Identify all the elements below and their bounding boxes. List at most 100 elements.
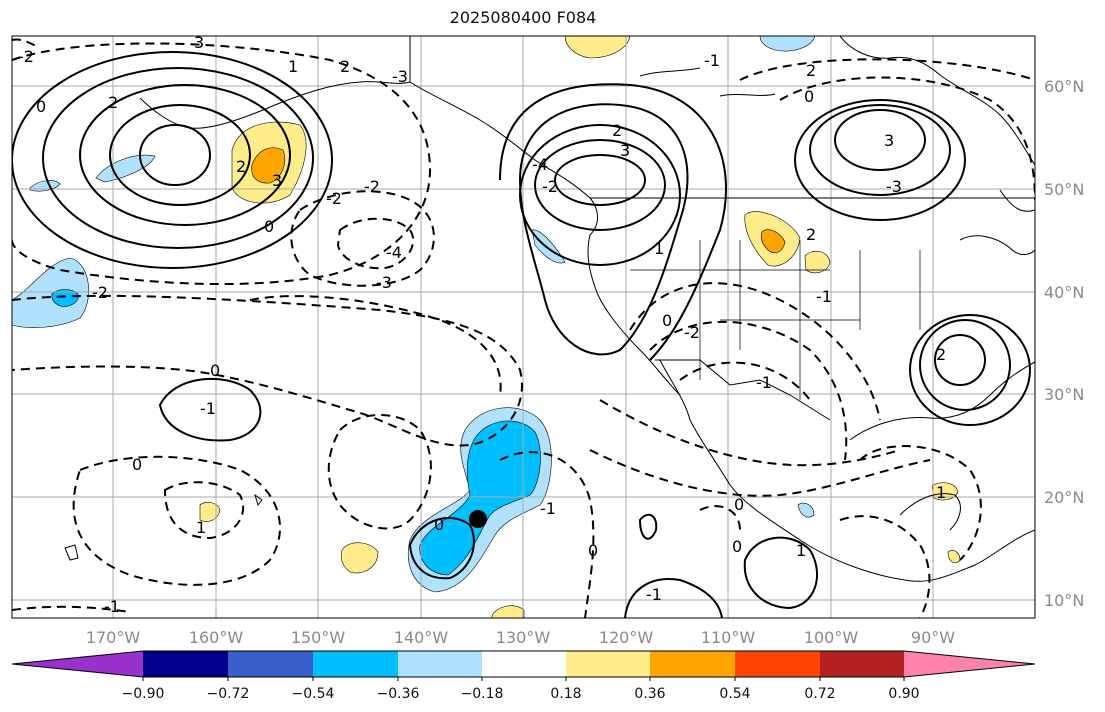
lat-label-20n: 20°N xyxy=(1044,488,1084,507)
contour-label: -2 xyxy=(18,47,34,66)
contour-dashed xyxy=(679,361,811,401)
lon-label-90w: 90°W xyxy=(911,628,955,647)
contour-label: -4 xyxy=(386,243,402,262)
colorbar-seg-neg054 xyxy=(228,651,313,677)
contour-label: -1 xyxy=(816,287,832,306)
contour-solid xyxy=(554,154,646,206)
contour-label: -1 xyxy=(646,585,662,604)
contour-label: 1 xyxy=(196,518,206,537)
contour-label: -1 xyxy=(540,499,556,518)
map-frame xyxy=(11,35,1036,619)
shade-pos-018-central-2 xyxy=(199,501,221,522)
colorbar-extend-low xyxy=(12,651,143,677)
contour-label: 2 xyxy=(340,57,350,76)
contour-solid xyxy=(158,377,262,442)
storm-center-marker xyxy=(469,510,487,528)
contour-solid xyxy=(499,83,727,361)
contour-label: 0 xyxy=(804,87,814,106)
contour-label: -1 xyxy=(756,373,772,392)
contour-dashed xyxy=(499,451,595,618)
colorbar-seg-pos018 xyxy=(566,651,650,677)
contour-label: 2 xyxy=(108,93,118,112)
longitude-labels: 170°W 160°W 150°W 140°W 130°W 120°W 110°… xyxy=(86,628,955,647)
contour-label: 0 xyxy=(264,217,274,236)
coast-arctic xyxy=(639,67,1035,212)
coast-gulf xyxy=(849,361,1035,441)
contour-solid xyxy=(743,536,819,610)
colorbar-seg-zero xyxy=(482,651,566,677)
contour-solid xyxy=(809,104,951,196)
contour-solid xyxy=(109,104,251,206)
contour-solid xyxy=(518,103,689,356)
contour-label: 2 xyxy=(806,225,816,244)
contour-label: 1 xyxy=(936,483,946,502)
contour-solid xyxy=(79,84,291,226)
lon-label-150w: 150°W xyxy=(291,628,346,647)
contour-label: 3 xyxy=(620,141,630,160)
shade-pos-018-central-1 xyxy=(340,542,379,574)
shade-pos-018-plains xyxy=(804,250,831,274)
contour-label: -2 xyxy=(326,189,342,208)
contour-label: 0 xyxy=(588,541,598,560)
contour-solid xyxy=(834,109,926,171)
colorbar-seg-neg036 xyxy=(313,651,398,677)
coast-yucatan xyxy=(899,493,961,531)
colorbar-tick-label: 0.54 xyxy=(719,686,750,702)
contour-solid xyxy=(638,513,658,540)
graticule xyxy=(12,36,1035,618)
contour-label: -4 xyxy=(532,155,548,174)
contour-layer xyxy=(12,38,1035,618)
contour-label: -2 xyxy=(542,177,558,196)
contour-label: -1 xyxy=(104,597,120,616)
colorbar-tick-label: −0.18 xyxy=(461,686,504,702)
colorbar-seg-pos054 xyxy=(735,651,820,677)
contour-solid xyxy=(909,314,1031,426)
colorbar-tick-label: 0.90 xyxy=(888,686,919,702)
colorbar-tick-label: 0.18 xyxy=(550,686,581,702)
contour-label: -1 xyxy=(200,399,216,418)
contour-dashed xyxy=(163,481,245,540)
contour-label: -1 xyxy=(704,51,720,70)
contour-dashed xyxy=(12,605,131,613)
colorbar-seg-neg018 xyxy=(398,651,482,677)
colorbar-seg-neg072 xyxy=(143,651,228,677)
contour-label: 0 xyxy=(434,515,444,534)
colorbar-tick-label: −0.90 xyxy=(122,686,165,702)
contour-label: -3 xyxy=(392,67,408,86)
contour-label-layer: -2 -2 0 1 2 3 -3 -4 -3 -2 0 3 2 0 3 -2 2… xyxy=(18,36,946,616)
contour-label: 3 xyxy=(272,171,282,190)
latitude-labels: 60°N 50°N 40°N 30°N 20°N 10°N xyxy=(1044,77,1084,610)
contour-label: 0 xyxy=(36,97,46,116)
contour-label: 0 xyxy=(734,495,744,514)
contour-solid xyxy=(12,51,333,269)
contour-dashed xyxy=(779,76,1035,201)
lon-label-160w: 160°W xyxy=(189,628,244,647)
colorbar-extend-high xyxy=(904,651,1035,677)
contour-dashed xyxy=(12,38,41,49)
contour-label: 0 xyxy=(732,537,742,556)
contour-dashed xyxy=(649,320,848,461)
contour-label: -3 xyxy=(376,273,392,292)
contour-label: 1 xyxy=(654,239,664,258)
lon-label-140w: 140°W xyxy=(394,628,449,647)
contour-label: 0 xyxy=(662,311,672,330)
lat-label-50n: 50°N xyxy=(1044,180,1084,199)
contour-label: 2 xyxy=(612,121,622,140)
colorbar-seg-pos036 xyxy=(650,651,735,677)
lat-label-10n: 10°N xyxy=(1044,591,1084,610)
colorbar-tick-label: −0.54 xyxy=(292,686,335,702)
shade-pos-018-bottom xyxy=(491,605,525,618)
shade-pos-018-top xyxy=(564,36,631,59)
contour-dashed xyxy=(72,455,281,586)
colorbar: −0.90 −0.72 −0.54 −0.36 −0.18 0.18 0.36 … xyxy=(11,650,1036,702)
coastlines xyxy=(64,36,1035,582)
contour-dashed xyxy=(629,282,881,421)
shade-neg-018-west xyxy=(12,257,90,328)
contour-label: -2 xyxy=(92,283,108,302)
island-hawaii xyxy=(64,493,263,561)
map-title: 2025080400 F084 xyxy=(449,8,597,27)
contour-solid xyxy=(408,516,475,580)
contour-label: 3 xyxy=(884,131,894,150)
contour-solid xyxy=(794,99,966,221)
